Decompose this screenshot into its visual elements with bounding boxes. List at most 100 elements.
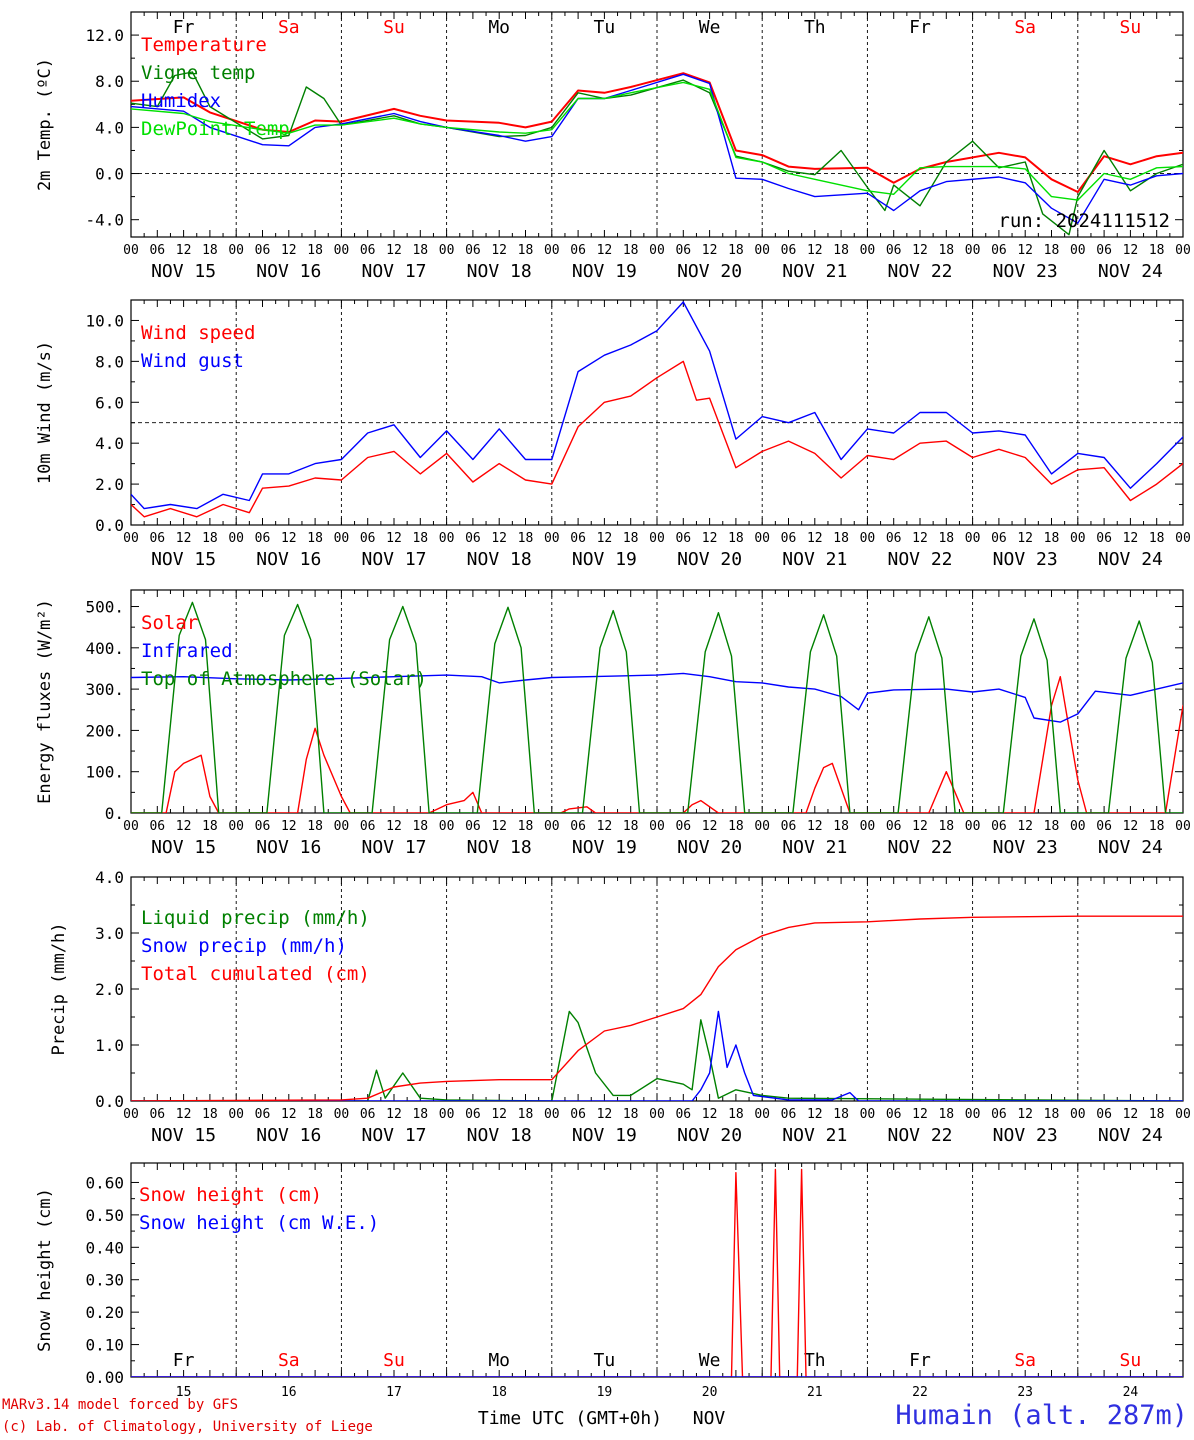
hour-tick-label: 06 (675, 531, 691, 546)
hour-tick-label: 12 (1123, 531, 1139, 546)
hour-tick-label: 12 (176, 1107, 192, 1122)
date-label: NOV 17 (361, 837, 426, 858)
series-line (131, 81, 1183, 201)
hour-tick-label: 12 (176, 243, 192, 258)
y-tick-label: -4.0 (85, 211, 124, 230)
legend-entry: Temperature (141, 34, 267, 56)
hour-tick-label: 18 (938, 1107, 954, 1122)
date-label: NOV 21 (782, 837, 847, 858)
hour-tick-label: 18 (307, 1107, 323, 1122)
hour-tick-label: 18 (412, 531, 428, 546)
hour-tick-label: 00 (1070, 819, 1086, 834)
hour-tick-label: 06 (149, 243, 165, 258)
hour-tick-label: 00 (649, 531, 665, 546)
hour-tick-label: 06 (570, 531, 586, 546)
hour-tick-label: 00 (334, 243, 350, 258)
hour-tick-label: 06 (1096, 531, 1112, 546)
hour-tick-label: 06 (149, 531, 165, 546)
date-label: NOV 23 (993, 261, 1058, 282)
hour-tick-label: 12 (912, 243, 928, 258)
day-of-week-label: Fr (909, 1350, 931, 1371)
panel-1: -4.0 0.0 4.0 8.0 12.0 2m Temp. (ºC) 00 06 12 18 NO… (35, 11, 1191, 282)
hour-tick-label: 00 (649, 1107, 665, 1122)
y-tick-label: 0.20 (85, 1303, 124, 1322)
hour-tick-label: 06 (991, 1107, 1007, 1122)
y-tick-label: 12.0 (85, 26, 124, 45)
hour-tick-label: 06 (1096, 1107, 1112, 1122)
hour-tick-label: 06 (255, 531, 271, 546)
hour-tick-label: 00 (544, 243, 560, 258)
series-line (131, 1010, 1183, 1101)
hour-tick-label: 12 (597, 819, 613, 834)
hour-tick-label: 12 (807, 1107, 823, 1122)
hour-tick-label: 12 (702, 1107, 718, 1122)
day-of-week-label: Sa (1014, 1350, 1036, 1371)
hour-tick-label: 06 (781, 243, 797, 258)
x-axis-title: Time UTC (GMT+0h) (478, 1408, 662, 1429)
y-tick-label: 0.10 (85, 1336, 124, 1355)
y-tick-label: 0.0 (95, 516, 124, 535)
hour-tick-label: 06 (149, 819, 165, 834)
hour-tick-label: 00 (228, 1107, 244, 1122)
hour-tick-label: 06 (1096, 243, 1112, 258)
day-of-week-label: Th (804, 17, 826, 38)
y-tick-label: 500. (85, 598, 124, 617)
hour-tick-label: 00 (1070, 1107, 1086, 1122)
hour-tick-label: 06 (1096, 819, 1112, 834)
legend-entry: Total cumulated (cm) (141, 963, 370, 985)
hour-tick-label: 00 (544, 531, 560, 546)
y-tick-label: 0.0 (95, 1092, 124, 1111)
y-tick-label: 0.60 (85, 1173, 124, 1192)
y-tick-label: 1.0 (95, 1036, 124, 1055)
hour-tick-label: 12 (386, 1107, 402, 1122)
hour-tick-label: 00 (544, 1107, 560, 1122)
y-tick-label: 3.0 (95, 924, 124, 943)
hour-tick-label: 06 (360, 531, 376, 546)
hour-tick-label: 00 (123, 819, 139, 834)
date-label: NOV 16 (256, 261, 321, 282)
day-of-week-label: Su (383, 1350, 405, 1371)
month-label: NOV (693, 1408, 726, 1429)
hour-tick-label: 06 (255, 1107, 271, 1122)
y-tick-label: 0.50 (85, 1206, 124, 1225)
panel-5: 0.00 0.10 0.20 0.30 0.40 0.50 0.60 Snow height … (35, 1162, 1184, 1429)
series-line (131, 72, 1183, 193)
hour-tick-label: 18 (728, 819, 744, 834)
hour-tick-label: 00 (228, 819, 244, 834)
hour-tick-label: 12 (1123, 243, 1139, 258)
hour-tick-label: 18 (518, 1107, 534, 1122)
series-line (131, 360, 1183, 518)
day-number-label: 17 (386, 1385, 402, 1400)
hour-tick-label: 18 (1149, 1107, 1165, 1122)
day-of-week-label: Th (804, 1350, 826, 1371)
day-of-week-label: Sa (278, 1350, 300, 1371)
day-number-label: 23 (1017, 1385, 1033, 1400)
date-label: NOV 22 (887, 549, 952, 570)
day-of-week-label: Sa (278, 17, 300, 38)
date-label: NOV 23 (993, 549, 1058, 570)
hour-tick-label: 12 (491, 531, 507, 546)
hour-tick-label: 18 (1044, 243, 1060, 258)
date-label: NOV 22 (887, 1125, 952, 1146)
y-tick-label: 0.0 (95, 165, 124, 184)
hour-tick-label: 06 (255, 243, 271, 258)
hour-tick-label: 06 (149, 1107, 165, 1122)
hour-tick-label: 18 (728, 531, 744, 546)
day-of-week-label: Fr (173, 17, 195, 38)
series-line (131, 71, 1183, 236)
panel-2: 0.0 2.0 4.0 6.0 8.0 10.0 10m Wind (m/s) 00 06 12 1… (35, 299, 1191, 570)
hour-tick-label: 00 (123, 531, 139, 546)
date-label: NOV 19 (572, 837, 637, 858)
hour-tick-label: 12 (912, 531, 928, 546)
hour-tick-label: 18 (412, 1107, 428, 1122)
hour-tick-label: 06 (570, 243, 586, 258)
hour-tick-label: 12 (702, 531, 718, 546)
date-label: NOV 19 (572, 261, 637, 282)
hour-tick-label: 12 (491, 243, 507, 258)
day-number-label: 18 (491, 1385, 507, 1400)
date-label: NOV 15 (151, 549, 216, 570)
y-tick-label: 300. (85, 680, 124, 699)
hour-tick-label: 00 (123, 1107, 139, 1122)
day-number-label: 15 (176, 1385, 192, 1400)
